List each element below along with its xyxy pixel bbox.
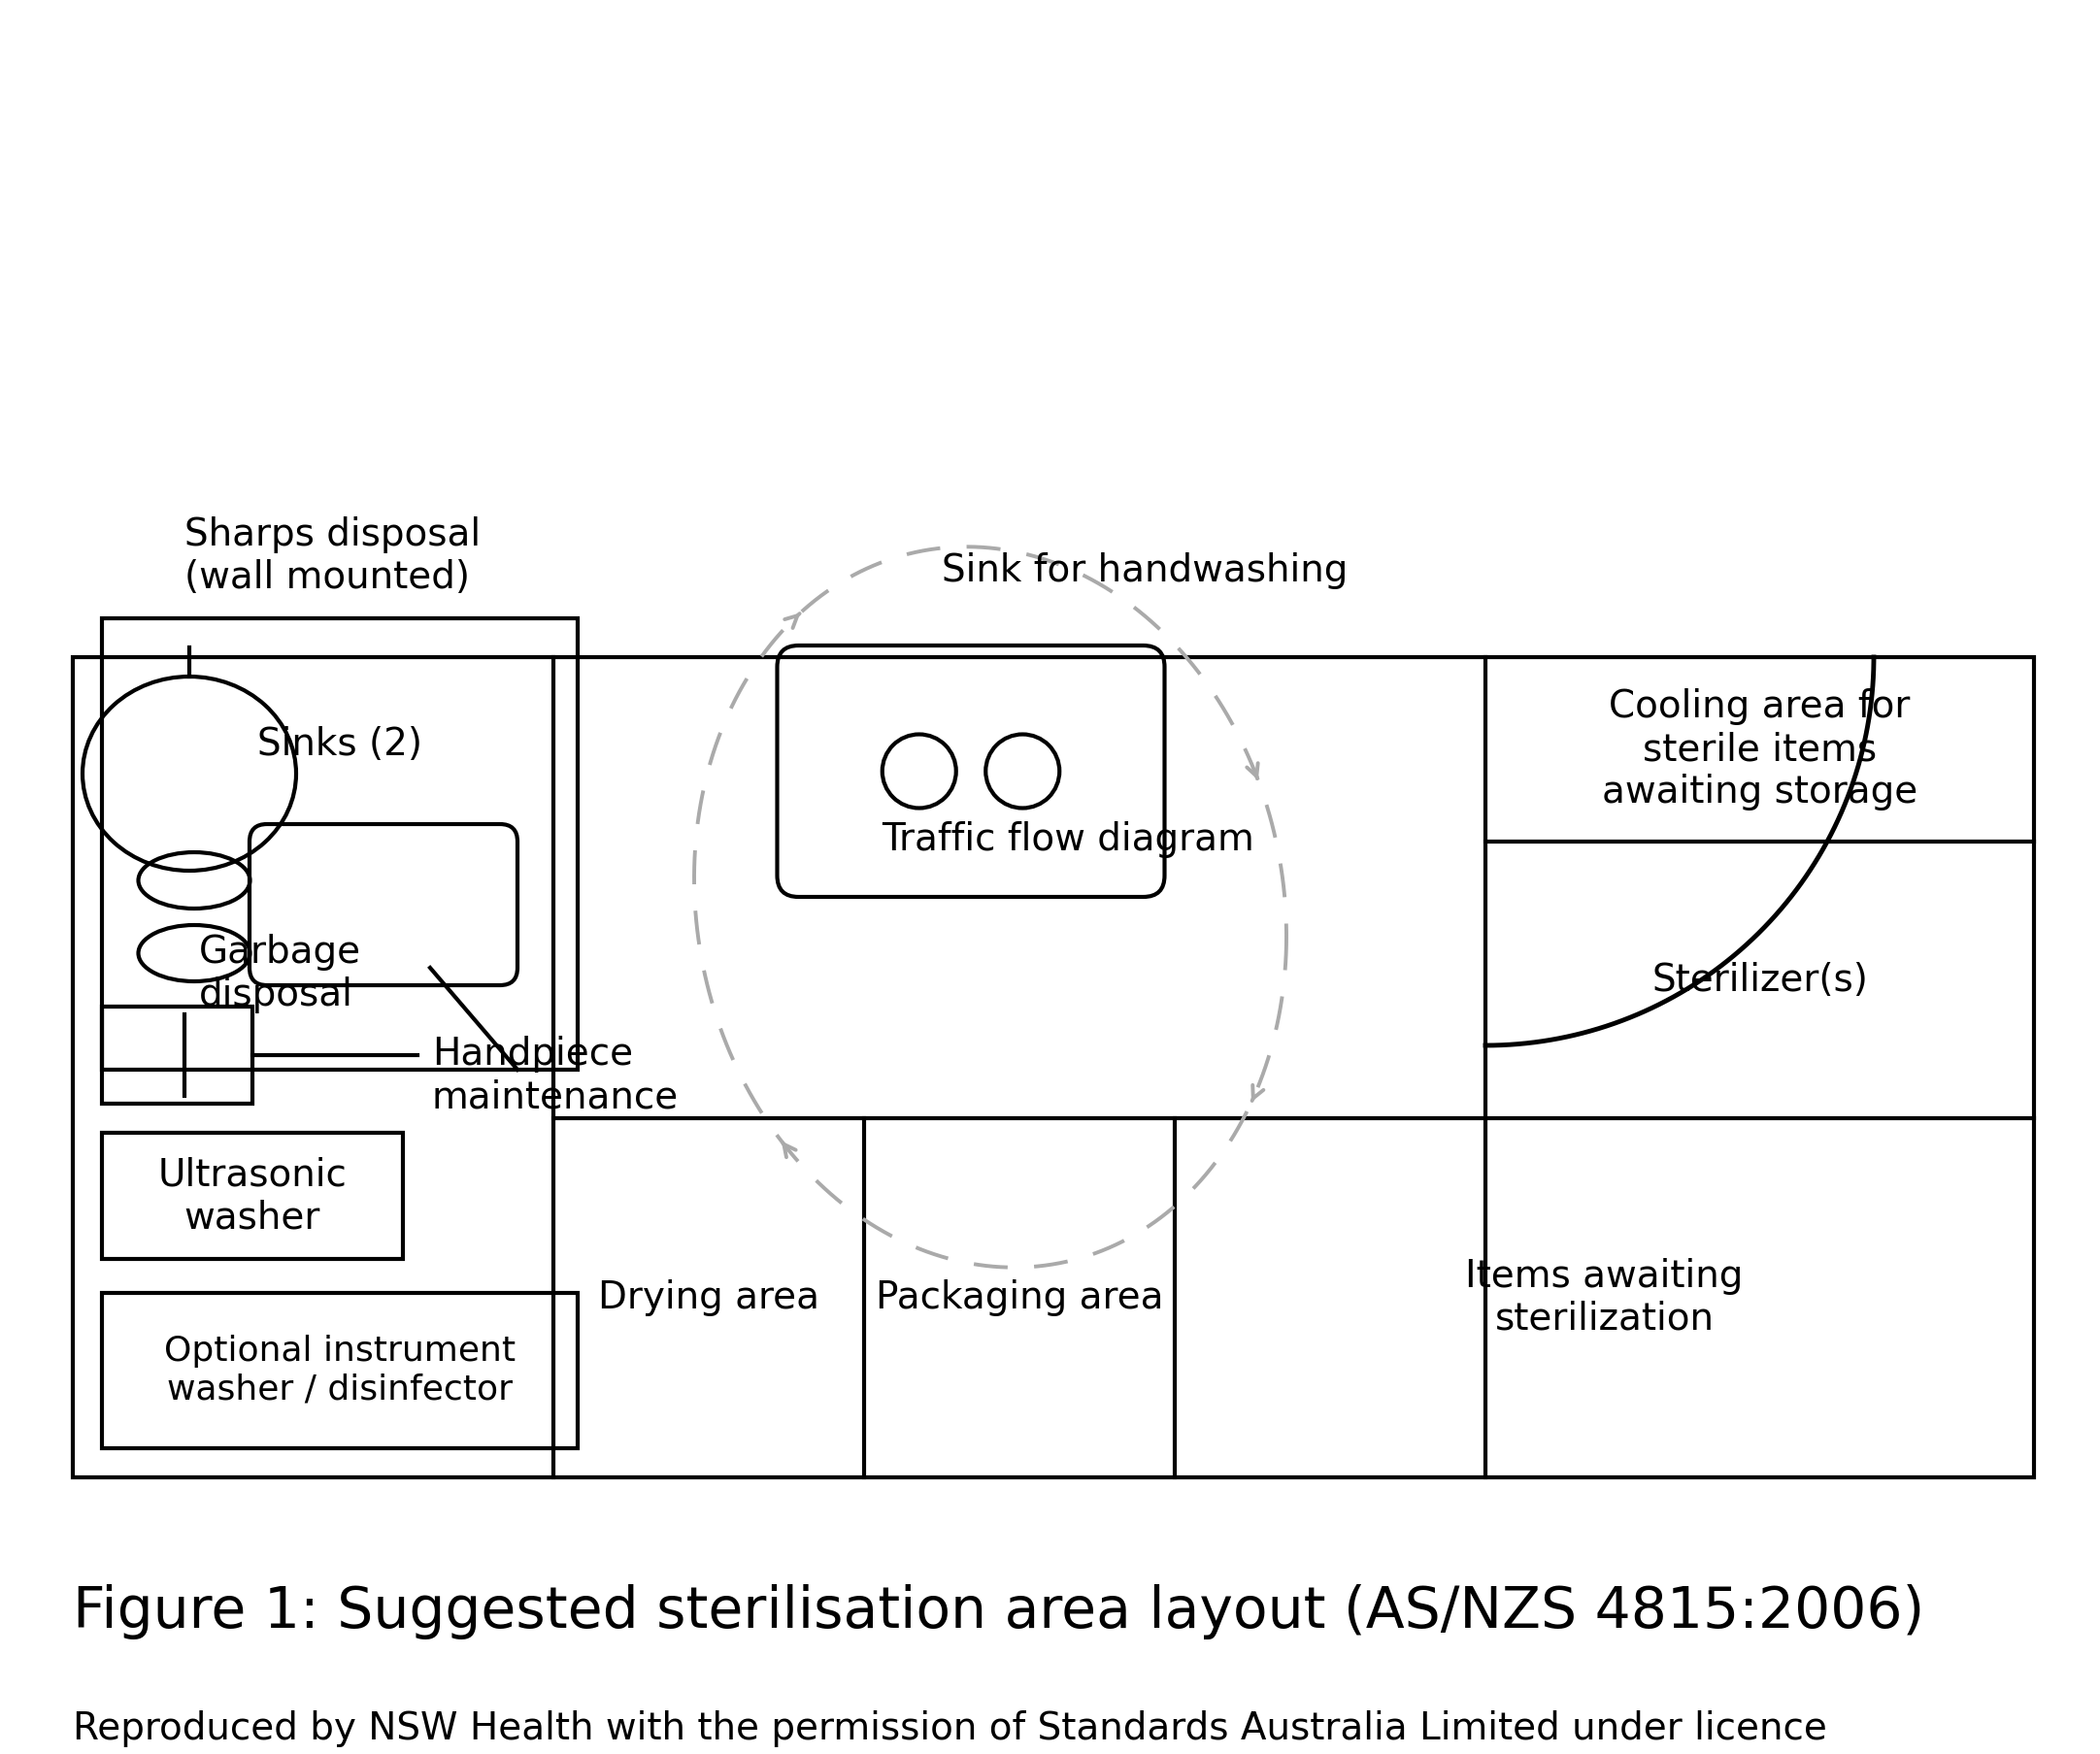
Text: Packaging area: Packaging area <box>876 1279 1163 1316</box>
Text: Garbage
disposal: Garbage disposal <box>200 933 361 1014</box>
Text: Ultrasonic
washer: Ultrasonic washer <box>158 1156 346 1235</box>
Text: Cooling area for
sterile items
awaiting storage: Cooling area for sterile items awaiting … <box>1602 688 1917 810</box>
Text: Items awaiting
sterilization: Items awaiting sterilization <box>1466 1258 1743 1338</box>
Text: Reproduced by NSW Health with the permission of Standards Australia Limited unde: Reproduced by NSW Health with the permis… <box>74 1710 1827 1754</box>
Bar <box>103 619 578 1070</box>
Bar <box>103 1293 578 1449</box>
Text: Sink for handwashing: Sink for handwashing <box>941 553 1348 589</box>
Text: Sharps disposal
(wall mounted): Sharps disposal (wall mounted) <box>185 516 481 596</box>
Bar <box>103 1007 252 1103</box>
Text: Figure 1: Suggested sterilisation area layout (AS/NZS 4815:2006): Figure 1: Suggested sterilisation area l… <box>74 1584 1924 1640</box>
Bar <box>74 658 2035 1477</box>
Text: Optional instrument
washer / disinfector: Optional instrument washer / disinfector <box>164 1335 517 1407</box>
Bar <box>103 1133 403 1259</box>
Text: Traffic flow diagram: Traffic flow diagram <box>882 821 1254 858</box>
Text: Handpiece
maintenance: Handpiece maintenance <box>433 1035 678 1116</box>
Text: Sterilizer(s): Sterilizer(s) <box>1651 961 1867 998</box>
Text: Sinks (2): Sinks (2) <box>258 726 422 763</box>
Text: Drying area: Drying area <box>598 1279 819 1316</box>
